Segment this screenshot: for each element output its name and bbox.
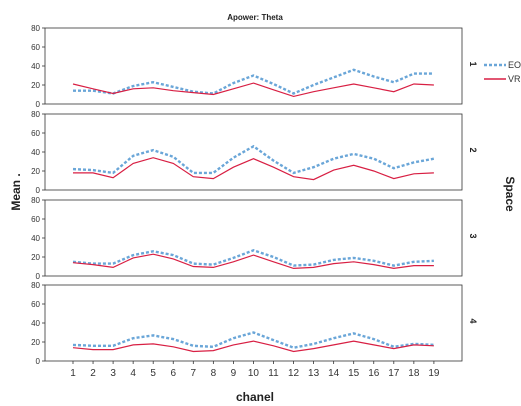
x-tick-label: 5 [150,368,156,379]
series-line-eo [72,249,434,267]
y-tick-label: 0 [36,357,41,366]
panel-4: 0 20 40 60 80 4 [31,281,478,366]
y-tick-label: 60 [31,43,40,52]
series-line-vr [73,157,434,181]
x-tick-label: 14 [328,368,340,379]
facet-label: Space [503,176,517,212]
x-tick-label: 16 [368,368,380,379]
y-tick-label: 60 [31,215,40,224]
y-tick-label: 60 [31,129,40,138]
panel-2: 0 20 40 60 80 2 [31,110,478,195]
chart-title: Apower: Theta [227,13,283,22]
x-tick-label: 8 [211,368,217,379]
legend-label-eo: EO [508,60,521,70]
x-axis-label: chanel [236,390,274,404]
y-tick-label: 0 [36,100,41,109]
y-tick-label: 20 [31,253,40,262]
y-tick-label: 20 [31,81,40,90]
x-axis: 1 2 3 4 5 6 7 8 9 10 11 12 13 14 15 16 17 18 19 [70,361,440,379]
panel-frame [44,113,463,191]
series-line-eo [72,144,435,175]
y-tick-label: 60 [31,300,40,309]
y-tick-label: 0 [36,186,41,195]
x-tick-label: 11 [268,368,279,379]
panel-label: 4 [468,318,478,323]
y-tick-label: 80 [31,24,40,33]
x-tick-label: 12 [288,368,300,379]
x-tick-label: 13 [308,368,320,379]
legend: EO VR [484,60,521,84]
series-line-vr [72,253,434,270]
panel-3: 0 20 40 60 80 3 [31,196,478,281]
x-tick-label: 1 [70,368,76,379]
panel-label: 2 [468,147,478,152]
y-tick-label: 80 [31,196,40,205]
y-tick-label: 40 [31,148,40,157]
x-tick-label: 6 [170,368,176,379]
x-tick-label: 7 [191,368,197,379]
series-line-vr [72,82,434,98]
y-tick-label: 40 [31,319,40,328]
panel-1: 0 20 40 60 80 1 [31,24,478,109]
y-tick-label: 20 [31,167,40,176]
legend-label-vr: VR [508,74,521,84]
y-tick-label: 0 [36,272,41,281]
x-tick-label: 2 [90,368,96,379]
y-tick-label: 80 [31,110,40,119]
y-tick-label: 40 [31,234,40,243]
panel-label: 3 [468,233,478,238]
x-tick-label: 4 [130,368,136,379]
x-tick-label: 9 [231,368,237,379]
y-tick-label: 40 [31,62,40,71]
series-line-eo [72,331,434,349]
panel-label: 1 [468,61,478,66]
x-tick-label: 18 [408,368,420,379]
x-tick-label: 10 [248,368,260,379]
x-tick-label: 3 [110,368,116,379]
series-line-eo [73,68,434,95]
y-axis-label: Mean . [9,173,23,210]
x-tick-label: 19 [428,368,440,379]
y-tick-label: 80 [31,281,40,290]
y-tick-label: 20 [31,338,40,347]
x-tick-label: 15 [348,368,360,379]
x-tick-label: 17 [388,368,400,379]
series-line-vr [72,340,434,353]
